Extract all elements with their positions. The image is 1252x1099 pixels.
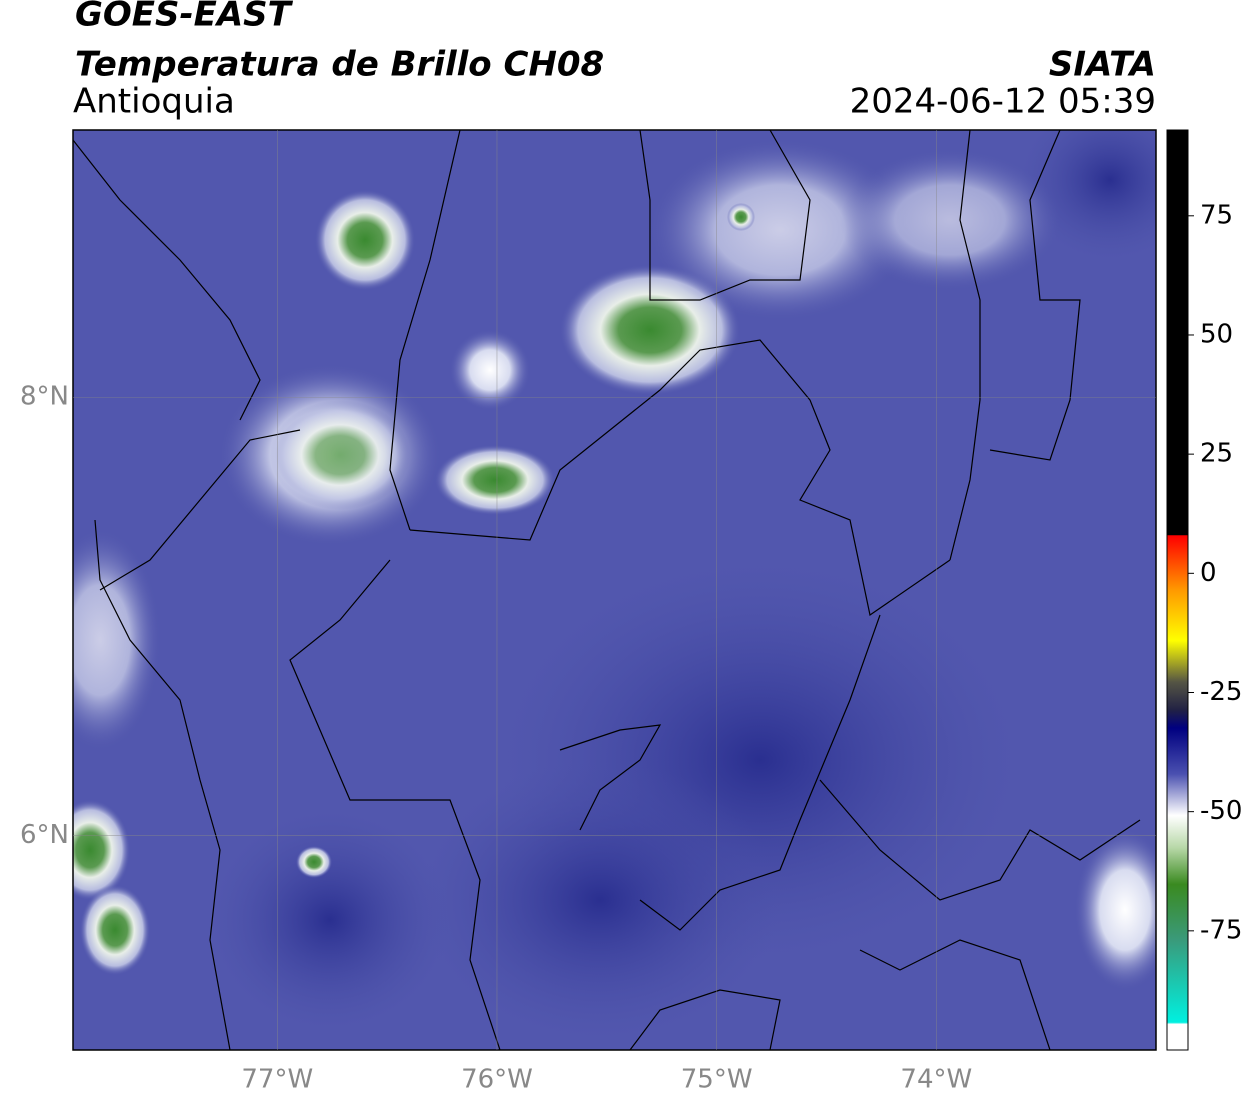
- colorbar-label: 25: [1200, 439, 1233, 469]
- colorbar-label: 75: [1200, 200, 1233, 230]
- timestamp: 2024-06-12 05:39: [850, 82, 1156, 122]
- lon-label: 77°W: [241, 1065, 313, 1095]
- lon-label: 76°W: [461, 1065, 533, 1095]
- colorbar-label: 50: [1200, 319, 1233, 349]
- colorbar: [1166, 129, 1189, 1051]
- lon-label: 74°W: [900, 1065, 972, 1095]
- colorbar-label: 0: [1200, 558, 1217, 588]
- lon-label: 75°W: [681, 1065, 753, 1095]
- subtitle: Temperatura de Brillo CH08: [75, 45, 604, 85]
- title: GOES-EAST: [75, 0, 294, 35]
- lat-label: 8°N: [20, 382, 69, 412]
- colorbar-label: -50: [1200, 796, 1242, 826]
- map-frame: [72, 129, 1157, 1051]
- region: Antioquia: [73, 82, 235, 122]
- lat-label: 6°N: [20, 820, 69, 850]
- source: SIATA: [1049, 45, 1156, 85]
- colorbar-label: -75: [1200, 915, 1242, 945]
- colorbar-label: -25: [1200, 677, 1242, 707]
- map-field: [73, 130, 1156, 1050]
